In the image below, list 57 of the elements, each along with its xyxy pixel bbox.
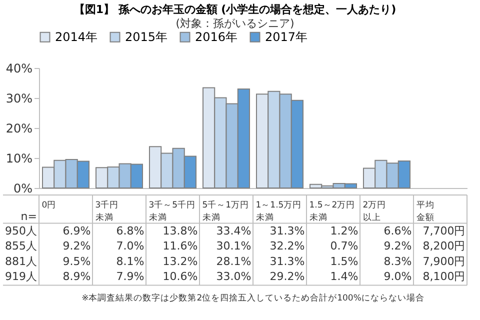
data-label: 33.4% xyxy=(216,224,252,238)
x-tick-label: 3千円未満 xyxy=(95,200,119,223)
data-label: 0.7% xyxy=(330,240,358,253)
data-label: 1.2% xyxy=(330,224,358,238)
y-tick-label: 0% xyxy=(13,182,32,196)
data-label: 13.2% xyxy=(162,254,198,268)
data-label: 7.0% xyxy=(116,240,144,253)
data-label: 31.3% xyxy=(270,224,305,238)
text: 919人 xyxy=(5,270,37,284)
data-label: 32.2% xyxy=(270,240,305,253)
data-label: 9.2% xyxy=(62,240,91,253)
x-tick-label: 3千～5千円未満 xyxy=(148,200,196,223)
data-label: 31.3% xyxy=(270,254,305,268)
data-label: 30.1% xyxy=(216,240,252,253)
legend-label: 2014年 xyxy=(55,30,98,44)
chart-title: 【図1】 孫へのお年玉の金額 (小学生の場合を想定、一人あたり) xyxy=(74,3,396,16)
text: ※本調査結果の数字は少数第2位を四捨五入しているため合計が100%にならない場合 xyxy=(82,292,424,304)
chart-subtitle: (対象：孫がいるシニア) xyxy=(176,17,294,30)
data-label: 6.6% xyxy=(384,224,412,238)
data-label: 1.5% xyxy=(330,254,358,268)
x-tick-label: 2万円以上 xyxy=(362,200,386,223)
x-tick-label: 5千～1万円未満 xyxy=(202,200,250,223)
data-label: 11.6% xyxy=(162,240,198,253)
y-tick-label: 40% xyxy=(6,62,32,76)
text: 7,700円 xyxy=(422,224,466,238)
text: 8,100円 xyxy=(422,270,466,284)
x-tick-label: 0円 xyxy=(42,200,56,211)
data-label: 8.9% xyxy=(62,270,91,284)
x-tick-label: 1.5～2万円未満 xyxy=(309,200,356,223)
data-label: 9.5% xyxy=(62,254,91,268)
data-label: 9.0% xyxy=(384,270,412,284)
data-label: 29.2% xyxy=(270,270,305,284)
text: 7,900円 xyxy=(422,254,466,268)
data-label: 7.9% xyxy=(116,270,144,284)
y-tick-label: 30% xyxy=(6,92,32,106)
data-label: 10.6% xyxy=(162,270,198,284)
data-label: 8.3% xyxy=(384,254,412,268)
data-label: 6.8% xyxy=(116,224,144,238)
text: 8,200円 xyxy=(422,240,466,253)
data-label: 33.0% xyxy=(216,270,252,284)
data-label: 1.4% xyxy=(330,270,358,284)
text: 881人 xyxy=(5,254,37,268)
text: 平均金額 xyxy=(416,200,434,223)
data-label: 9.2% xyxy=(384,240,412,253)
data-label: 6.9% xyxy=(62,224,91,238)
legend-label: 2017年 xyxy=(265,30,308,44)
text: n= xyxy=(20,210,37,223)
data-label: 13.8% xyxy=(162,224,198,238)
text: 950人 xyxy=(5,224,37,238)
x-tick-label: 1～1.5万円未満 xyxy=(256,200,302,223)
legend-label: 2016年 xyxy=(195,30,238,44)
y-tick-label: 10% xyxy=(6,152,32,166)
data-label: 8.1% xyxy=(116,254,144,268)
legend-label: 2015年 xyxy=(125,30,168,44)
y-tick-label: 20% xyxy=(6,122,32,136)
text: 855人 xyxy=(5,240,37,253)
data-label: 28.1% xyxy=(216,254,252,268)
